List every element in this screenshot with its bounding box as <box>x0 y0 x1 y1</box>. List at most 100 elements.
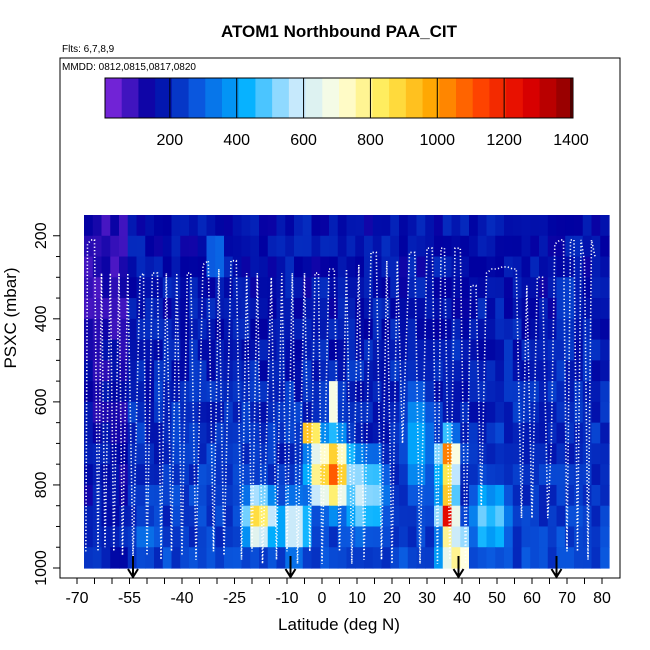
heatmap-cell <box>171 547 181 569</box>
heatmap-cell <box>407 505 418 528</box>
heatmap-cell <box>311 318 321 341</box>
heatmap-cell <box>390 298 400 320</box>
heatmap-cell <box>355 215 365 237</box>
heatmap-cell <box>197 443 208 465</box>
heatmap-cell <box>460 484 470 507</box>
heatmap-cell <box>372 277 383 299</box>
heatmap-cell <box>442 215 453 237</box>
heatmap-cell <box>495 422 505 445</box>
y-tick-label: 600 <box>33 388 50 415</box>
colorbar-tick-label: 400 <box>223 132 250 149</box>
heatmap-cell <box>512 235 523 258</box>
heatmap-cell <box>180 422 190 445</box>
heatmap-cell <box>539 484 549 507</box>
heatmap-cell <box>451 464 461 486</box>
heatmap-cell <box>556 547 566 569</box>
heatmap-cell <box>600 422 610 445</box>
heatmap-cell <box>521 381 531 403</box>
heatmap-cell <box>189 381 199 403</box>
heatmap-cell <box>425 484 435 507</box>
heatmap-cell <box>416 443 426 465</box>
heatmap-cell <box>285 318 295 341</box>
heatmap-cell <box>259 215 269 237</box>
heatmap-cell <box>600 484 610 507</box>
heatmap-cell <box>451 526 461 548</box>
heatmap-cell <box>84 298 94 320</box>
heatmap-cell <box>136 318 146 341</box>
heatmap-cell <box>259 277 269 299</box>
heatmap-cell <box>320 526 330 548</box>
colorbar-segment <box>238 78 256 118</box>
heatmap-cell <box>267 443 278 465</box>
heatmap-cell <box>145 547 155 569</box>
heatmap-cell <box>407 547 418 569</box>
heatmap-cell <box>574 235 584 258</box>
heatmap-cell <box>171 360 181 382</box>
heatmap-cell <box>92 256 103 278</box>
colorbar-tick-label: 1200 <box>486 132 522 149</box>
heatmap-cell <box>285 422 295 445</box>
heatmap-cell <box>556 422 566 445</box>
heatmap-cell <box>250 464 260 486</box>
heatmap-cell <box>364 360 374 382</box>
heatmap-cell <box>451 360 461 382</box>
heatmap-cell <box>320 381 330 403</box>
colorbar-segment <box>422 78 440 118</box>
heatmap-cell <box>582 277 593 299</box>
x-tick-label: 50 <box>488 590 506 607</box>
heatmap-cell <box>495 381 505 403</box>
heatmap-cell <box>92 277 103 299</box>
heatmap-cell <box>460 505 470 528</box>
heatmap-cell <box>495 505 505 528</box>
heatmap-cell <box>547 443 558 465</box>
heatmap-cell <box>311 277 321 299</box>
arrow-head <box>550 568 563 579</box>
heatmap-cell <box>311 526 321 548</box>
heatmap-cell <box>259 526 269 548</box>
heatmap-cell <box>512 360 523 382</box>
heatmap-cell <box>425 256 435 278</box>
heatmap-cell <box>119 235 129 258</box>
heatmap-cell <box>276 256 286 278</box>
heatmap-cell <box>364 256 374 278</box>
heatmap-cell <box>434 318 444 341</box>
heatmap-cell <box>320 505 330 528</box>
heatmap-cell <box>276 484 286 507</box>
heatmap-cell <box>171 339 181 361</box>
heatmap-cell <box>232 401 243 424</box>
heatmap-cell <box>381 526 391 548</box>
heatmap-cell <box>512 318 523 341</box>
heatmap-cell <box>591 318 601 341</box>
heatmap-cell <box>101 235 111 258</box>
heatmap-cell <box>477 215 488 237</box>
heatmap-cell <box>346 381 356 403</box>
heatmap-cell <box>180 505 190 528</box>
heatmap-cell <box>259 401 269 424</box>
heatmap-cell <box>355 422 365 445</box>
heatmap-cell <box>180 277 190 299</box>
heatmap-cell <box>189 484 199 507</box>
heatmap-cell <box>591 277 601 299</box>
heatmap-cell <box>250 256 260 278</box>
heatmap-cell <box>530 401 540 424</box>
heatmap-cell <box>145 277 155 299</box>
heatmap-cell <box>346 526 356 548</box>
colorbar-tick-label: 800 <box>357 132 384 149</box>
heatmap-cell <box>512 401 523 424</box>
heatmap-cell <box>224 277 234 299</box>
heatmap-cell <box>259 547 269 569</box>
heatmap-cell <box>574 277 584 299</box>
colorbar-segment <box>171 78 190 118</box>
heatmap-cell <box>136 484 146 507</box>
heatmap-cell <box>259 235 269 258</box>
heatmap-cell <box>591 339 601 361</box>
heatmap-cell <box>154 547 164 569</box>
heatmap-cell <box>399 256 409 278</box>
heatmap-cell <box>565 464 575 486</box>
heatmap-cell <box>162 339 173 361</box>
colorbar-segment <box>272 78 290 118</box>
colorbar-segment <box>355 78 373 118</box>
heatmap-cell <box>250 298 260 320</box>
heatmap-cell <box>512 381 523 403</box>
heatmap-cell <box>460 277 470 299</box>
